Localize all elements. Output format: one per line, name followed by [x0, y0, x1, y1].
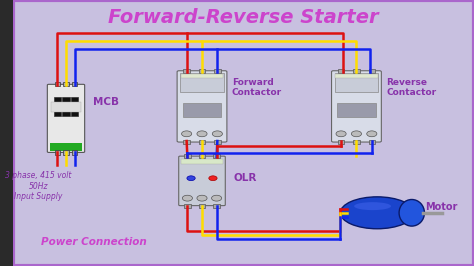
Bar [335, 73, 378, 92]
FancyBboxPatch shape [47, 84, 85, 152]
FancyBboxPatch shape [179, 156, 225, 206]
Bar [213, 154, 220, 158]
Bar [63, 150, 69, 155]
Text: 3 phase, 415 volt
50Hz
Input Supply: 3 phase, 415 volt 50Hz Input Supply [5, 171, 72, 201]
Bar [72, 150, 77, 155]
Bar [214, 69, 220, 73]
Bar [181, 74, 223, 78]
Bar [183, 140, 190, 144]
Bar [50, 143, 82, 151]
Bar [54, 97, 61, 116]
Ellipse shape [182, 131, 191, 137]
Text: Motor: Motor [426, 202, 458, 213]
Bar [369, 140, 375, 144]
Bar [338, 140, 344, 144]
Bar [55, 150, 60, 155]
Bar [199, 204, 205, 208]
FancyBboxPatch shape [177, 71, 227, 142]
Text: Forward-Reverse Starter: Forward-Reverse Starter [108, 8, 379, 27]
Bar [214, 140, 220, 144]
FancyBboxPatch shape [13, 0, 474, 266]
Bar [335, 74, 378, 78]
Ellipse shape [367, 131, 377, 137]
Bar [63, 82, 69, 86]
Ellipse shape [187, 176, 195, 181]
Bar [199, 69, 205, 73]
Bar [55, 82, 60, 86]
Bar [337, 103, 376, 117]
Text: Power Connection: Power Connection [41, 237, 146, 247]
Bar [199, 154, 205, 158]
Ellipse shape [354, 202, 391, 210]
Bar [182, 103, 221, 117]
Bar [184, 204, 191, 208]
Text: Forward
Contactor: Forward Contactor [232, 78, 282, 97]
Bar [199, 140, 205, 144]
Bar [353, 140, 360, 144]
Ellipse shape [211, 195, 222, 201]
Ellipse shape [197, 195, 207, 201]
Text: Reverse
Contactor: Reverse Contactor [386, 78, 437, 97]
Bar [72, 82, 77, 86]
Bar [183, 69, 190, 73]
Ellipse shape [351, 131, 362, 137]
Text: OLR: OLR [233, 173, 256, 183]
Text: MCB: MCB [92, 97, 118, 107]
Ellipse shape [336, 131, 346, 137]
Bar [353, 69, 360, 73]
Bar [71, 97, 78, 116]
Ellipse shape [197, 131, 207, 137]
Ellipse shape [182, 195, 192, 201]
Bar [184, 154, 191, 158]
Bar [51, 102, 82, 112]
FancyBboxPatch shape [331, 71, 382, 142]
Ellipse shape [209, 176, 217, 181]
Bar [369, 69, 375, 73]
Ellipse shape [340, 197, 414, 229]
Bar [182, 159, 222, 164]
Bar [213, 204, 220, 208]
Bar [62, 97, 70, 116]
Ellipse shape [399, 200, 424, 226]
Ellipse shape [212, 131, 222, 137]
Bar [180, 73, 224, 92]
Bar [338, 69, 344, 73]
